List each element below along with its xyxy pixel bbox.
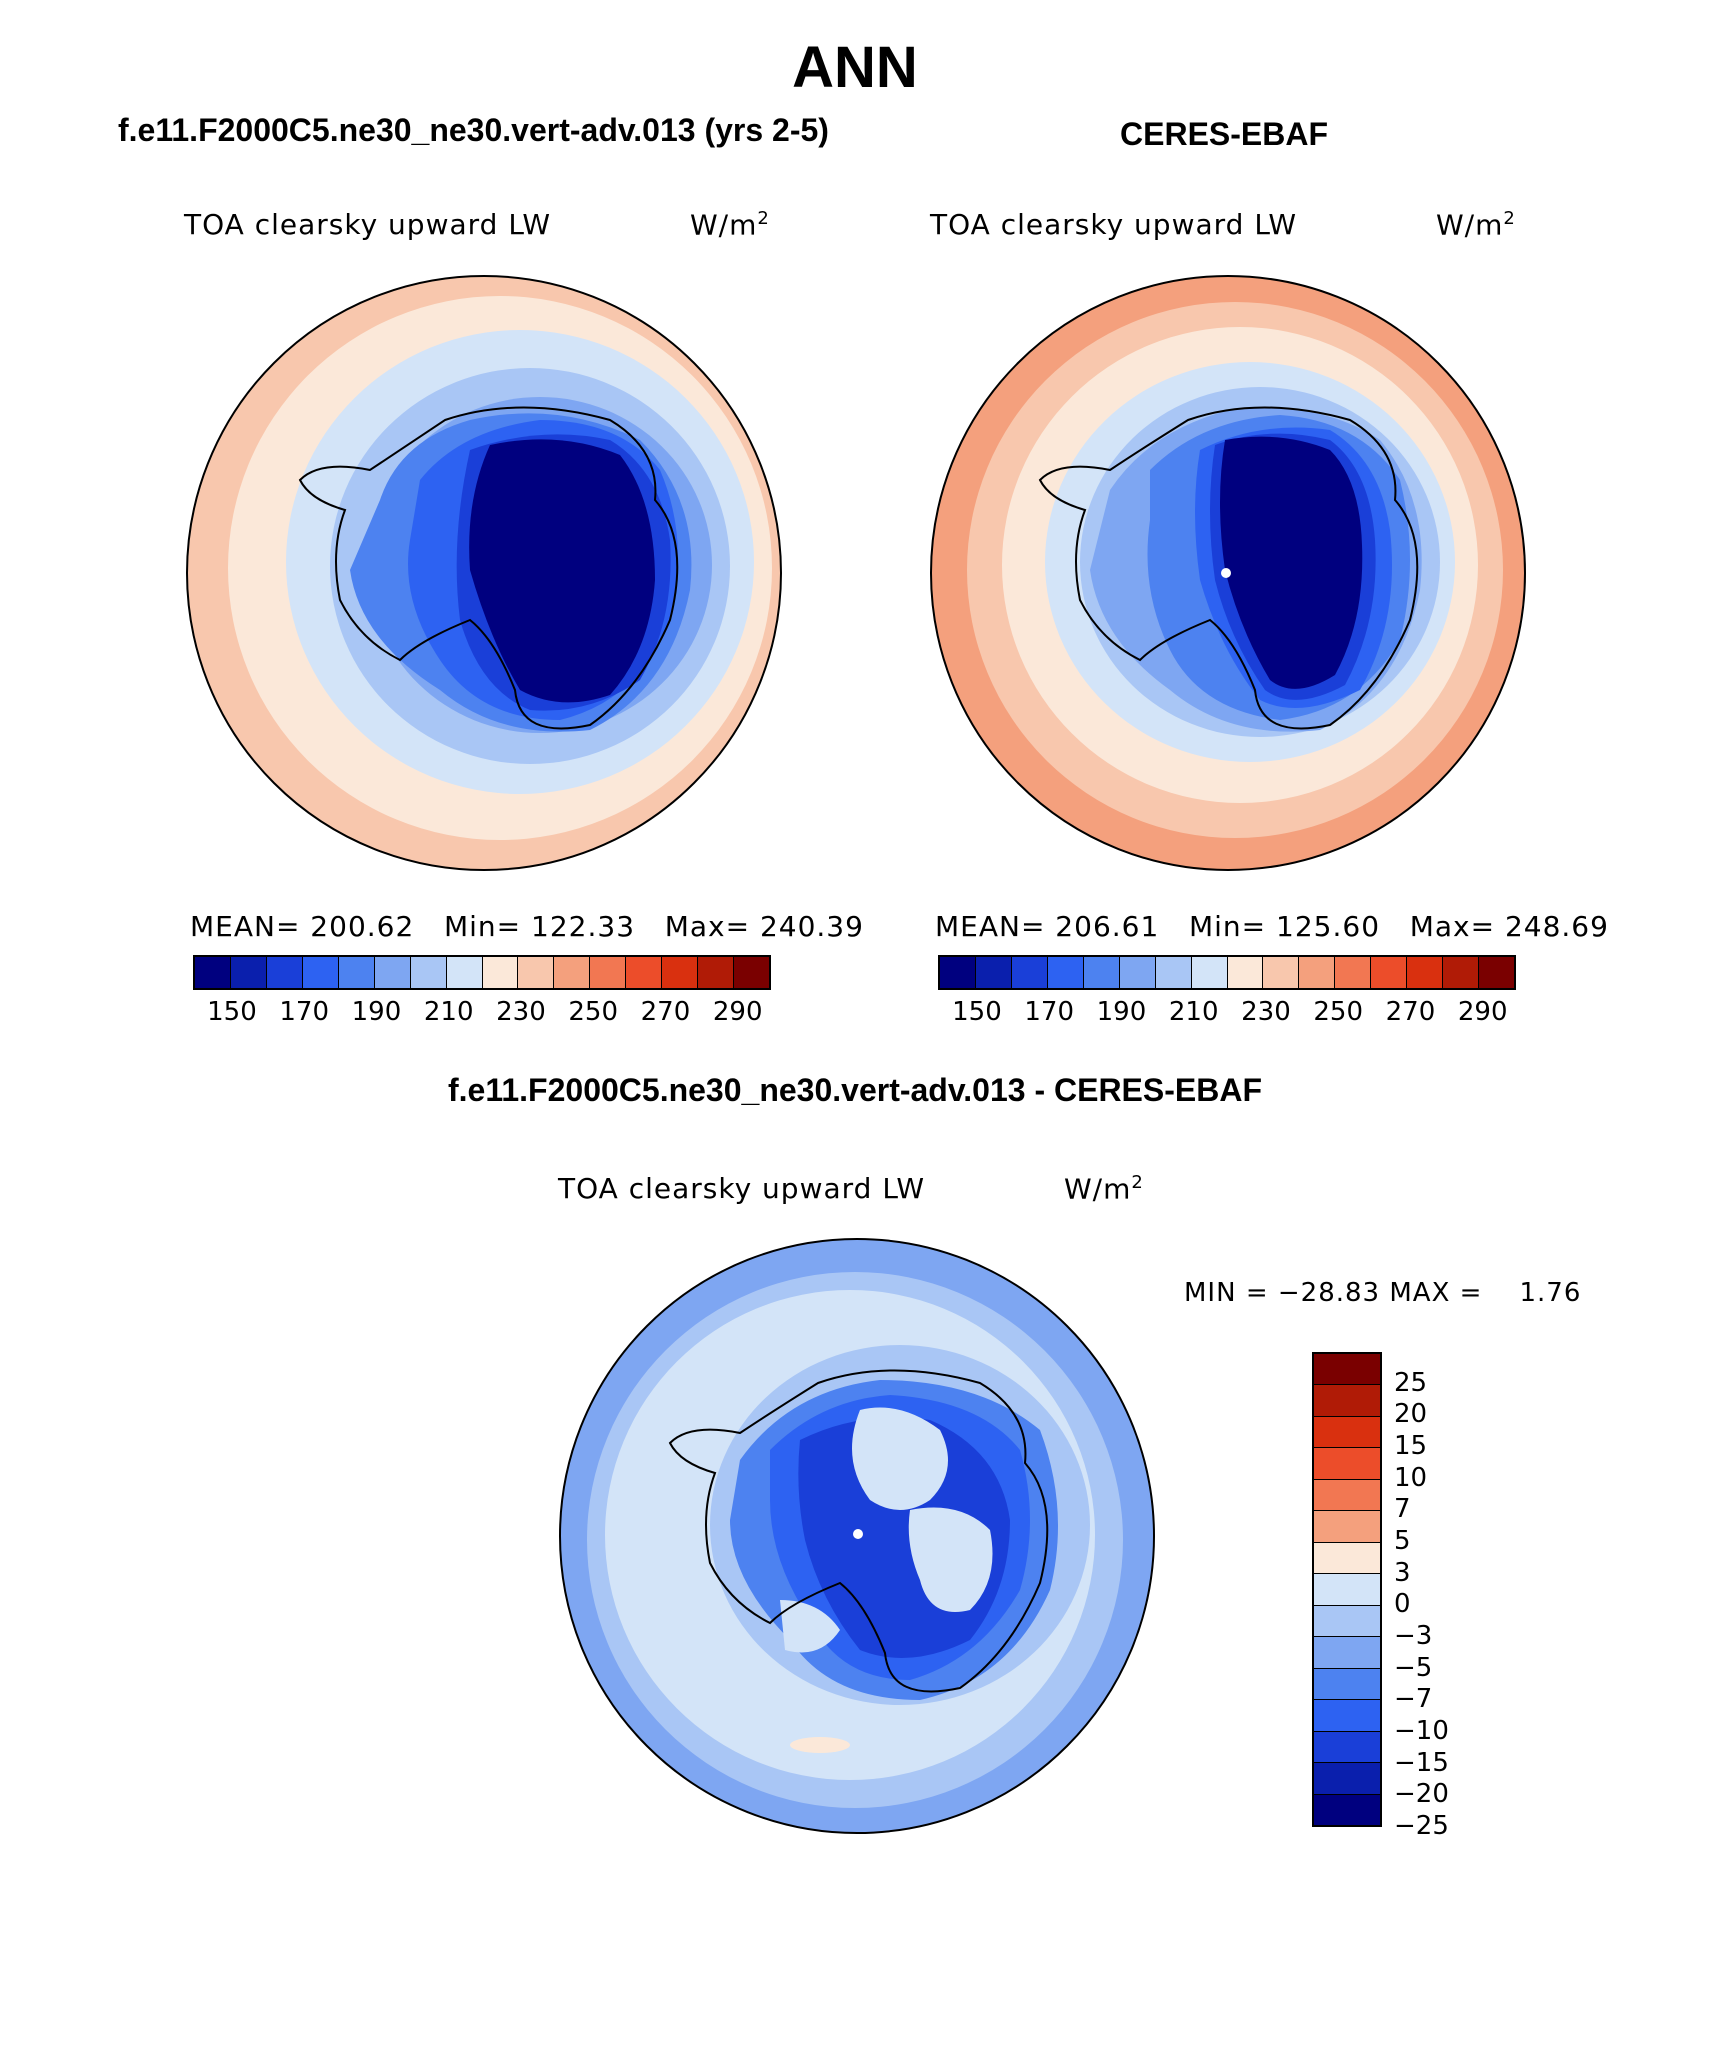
colorbar-segment (266, 957, 303, 988)
colorbar-segment (1479, 957, 1514, 988)
colorbar-segment (1314, 1479, 1380, 1512)
colorbar-tick-label: −5 (1394, 1652, 1433, 1683)
colorbar-tick-label: 250 (1313, 997, 1364, 1027)
colorbar-tick-label: −20 (1394, 1779, 1449, 1810)
colorbar-segment (940, 957, 976, 988)
colorbar-tick-label: 150 (207, 997, 257, 1027)
right-panel-header: CERES-EBAF (1120, 116, 1329, 152)
colorbar-tick-label: 230 (1241, 997, 1291, 1027)
colorbar-segment (1335, 957, 1372, 988)
colorbar-segment (1314, 1700, 1380, 1732)
colorbar-tick-label: −10 (1394, 1716, 1449, 1746)
colorbar-segment (1299, 957, 1336, 988)
colorbar-segment (1263, 957, 1300, 988)
colorbar-segment (1314, 1385, 1380, 1417)
colorbar-tick-label: −25 (1394, 1811, 1449, 1841)
colorbar-segment (482, 957, 519, 988)
colorbar-segment (446, 957, 483, 988)
colorbar-segment (1314, 1354, 1380, 1386)
colorbar-tick-label: 0 (1394, 1589, 1411, 1620)
colorbar-tick-label: 230 (496, 997, 546, 1027)
colorbar-segment (1314, 1416, 1380, 1449)
right-units-label: W/m2 (1436, 208, 1516, 242)
colorbar-tick-label: 170 (1024, 997, 1075, 1027)
colorbar-tick-label: 10 (1394, 1462, 1428, 1493)
colorbar-tick-label: 20 (1394, 1399, 1428, 1430)
colorbar-segment (626, 957, 663, 988)
colorbar-segment (1011, 957, 1048, 988)
colorbar-tick-label: −3 (1394, 1621, 1433, 1651)
colorbar-tick-label: 150 (952, 997, 1002, 1027)
colorbar-segment (1314, 1637, 1380, 1669)
colorbar-segment (1314, 1511, 1380, 1543)
colorbar-tick-label: 290 (1457, 997, 1508, 1027)
colorbar-segment (410, 957, 447, 988)
colorbar-segment (1314, 1448, 1380, 1480)
colorbar-segment (518, 957, 555, 988)
colorbar-segment (1407, 957, 1444, 988)
colorbar-segment (1119, 957, 1156, 988)
colorbar-segment (1443, 957, 1480, 988)
colorbar-segment (1314, 1574, 1380, 1606)
right-stats: MEAN= 206.61 Min= 125.60 Max= 248.69 (935, 910, 1609, 943)
colorbar-segment (1314, 1731, 1380, 1764)
colorbar-tick-label: 25 (1394, 1367, 1428, 1398)
colorbar-tick-label: 7 (1394, 1494, 1411, 1525)
colorbar-tick-label: 170 (279, 997, 330, 1027)
diff-panel-header: f.e11.F2000C5.ne30_ne30.vert-adv.013 - C… (447, 1072, 1262, 1108)
colorbar-segment (1083, 957, 1120, 988)
colorbar-segment (1314, 1668, 1380, 1701)
colorbar-segment (1227, 957, 1264, 988)
left-variable-label: TOA clearsky upward LW (184, 208, 552, 241)
colorbar-tick-label: 3 (1394, 1557, 1411, 1588)
colorbar-segment (975, 957, 1012, 988)
diff-units-label: W/m2 (1064, 1172, 1144, 1206)
colorbar-segment (734, 957, 769, 988)
colorbar-segment (590, 957, 627, 988)
colorbar-tick-label: 5 (1394, 1526, 1411, 1556)
diff-variable-label: TOA clearsky upward LW (558, 1172, 926, 1205)
right-colorbar (938, 955, 1516, 990)
left-panel-header: f.e11.F2000C5.ne30_ne30.vert-adv.013 (yr… (118, 112, 829, 148)
colorbar-segment (230, 957, 267, 988)
colorbar-segment (1191, 957, 1228, 988)
colorbar-segment (1047, 957, 1084, 988)
main-title: ANN (792, 35, 918, 100)
colorbar-tick-label: 190 (351, 997, 402, 1027)
colorbar-segment (554, 957, 591, 988)
left-colorbar (193, 955, 771, 990)
colorbar-tick-label: 210 (423, 997, 474, 1027)
right-variable-label: TOA clearsky upward LW (930, 208, 1298, 241)
colorbar-segment (302, 957, 339, 988)
colorbar-tick-label: 250 (568, 997, 619, 1027)
diff-minmax: MIN = −28.83 MAX = 1.76 (1184, 1278, 1582, 1308)
colorbar-tick-label: 190 (1096, 997, 1147, 1027)
colorbar-segment (374, 957, 411, 988)
diff-colorbar (1312, 1352, 1382, 1827)
colorbar-segment (1314, 1763, 1380, 1795)
colorbar-segment (1314, 1794, 1380, 1826)
left-units-label: W/m2 (690, 208, 770, 242)
colorbar-tick-label: 290 (712, 997, 763, 1027)
colorbar-tick-label: 15 (1394, 1431, 1428, 1461)
colorbar-segment (1314, 1542, 1380, 1575)
colorbar-segment (698, 957, 735, 988)
colorbar-segment (1371, 957, 1408, 988)
colorbar-segment (1314, 1605, 1380, 1638)
colorbar-tick-label: 270 (1385, 997, 1436, 1027)
colorbar-segment (195, 957, 231, 988)
left-stats: MEAN= 200.62 Min= 122.33 Max= 240.39 (190, 910, 864, 943)
colorbar-segment (1155, 957, 1192, 988)
colorbar-segment (662, 957, 699, 988)
colorbar-tick-label: −15 (1394, 1747, 1449, 1778)
colorbar-tick-label: 210 (1168, 997, 1219, 1027)
colorbar-tick-label: 270 (640, 997, 691, 1027)
colorbar-segment (338, 957, 375, 988)
colorbar-tick-label: −7 (1394, 1684, 1433, 1715)
